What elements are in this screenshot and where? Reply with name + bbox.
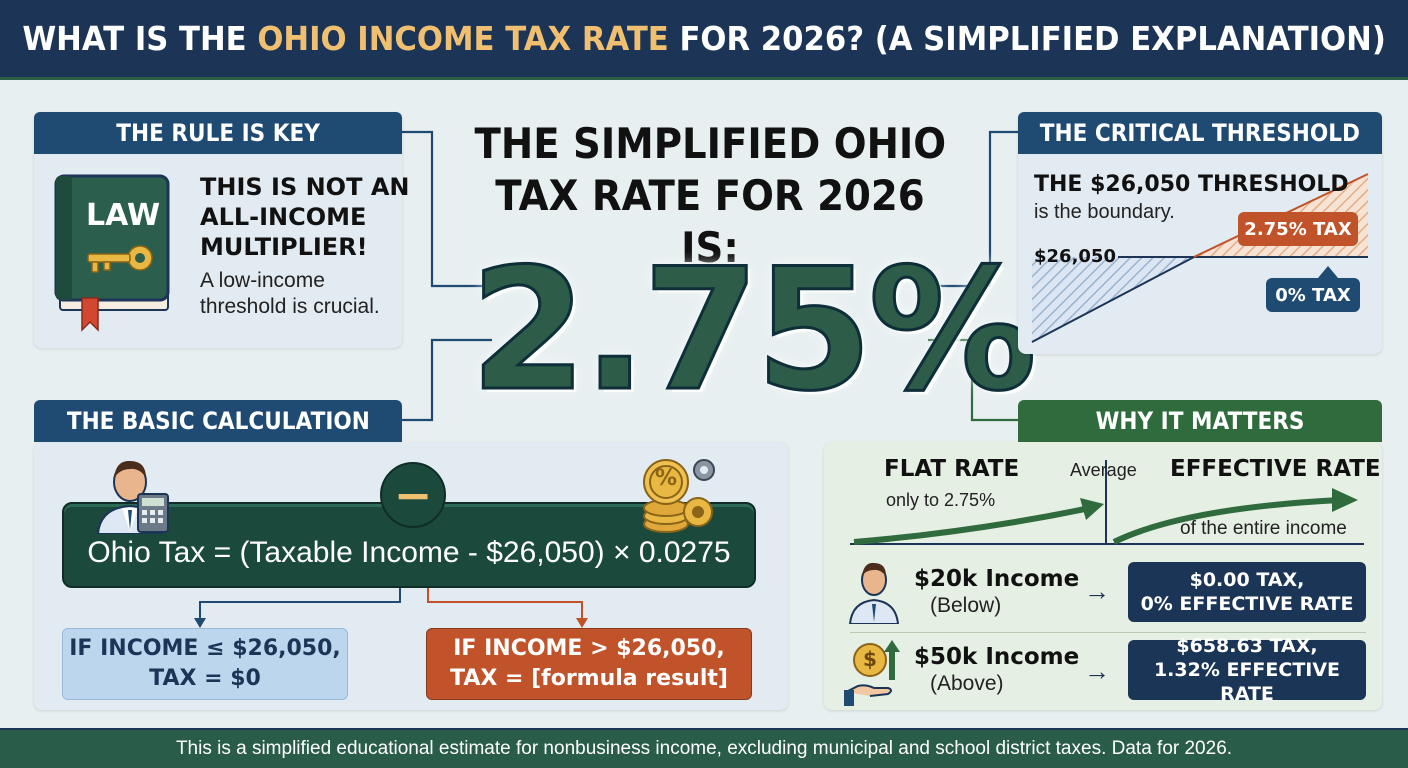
title-bar: WHAT IS THE OHIO INCOME TAX RATE FOR 202… bbox=[0, 0, 1408, 80]
case-below-box: IF INCOME ≤ $26,050, TAX = $0 bbox=[62, 628, 348, 700]
matters-tab: WHY IT MATTERS bbox=[1018, 400, 1382, 442]
rule-tab: THE RULE IS KEY bbox=[34, 112, 402, 154]
money-hand-icon bbox=[844, 640, 900, 706]
coins-gears-icon bbox=[643, 459, 715, 533]
average-label: Average bbox=[1070, 460, 1137, 480]
example2-arrow: → bbox=[1084, 656, 1110, 686]
law-book-icon bbox=[54, 174, 170, 332]
coin-percent-symbol: % bbox=[654, 466, 678, 491]
accountant-icon bbox=[96, 460, 169, 534]
calc-tab: THE BASIC CALCULATION bbox=[34, 400, 402, 442]
rate-comparison-graph bbox=[850, 460, 1364, 545]
rule-headline: THIS IS NOT AN ALL-INCOME MULTIPLIER! bbox=[200, 173, 410, 261]
threshold-tab: THE CRITICAL THRESHOLD bbox=[1018, 112, 1382, 154]
threshold-headline: THE $26,050 THRESHOLD bbox=[1034, 172, 1349, 197]
example2-title: $50k Income bbox=[914, 644, 1080, 670]
flat-rate-sub: only to 2.75% bbox=[886, 490, 996, 510]
flat-rate-title: FLAT RATE bbox=[884, 456, 1020, 482]
example2-sub: (Above) bbox=[930, 672, 1004, 695]
above-threshold-badge: 2.75% TAX bbox=[1238, 212, 1358, 246]
example2-result: $658.63 TAX, 1.32% EFFECTIVE RATE bbox=[1128, 635, 1366, 705]
title-part2: FOR 2026? (A SIMPLIFIED EXPLANATION) bbox=[668, 19, 1386, 58]
footer-bar: This is a simplified educational estimat… bbox=[0, 728, 1408, 768]
example1-arrow: → bbox=[1084, 576, 1110, 606]
center-heading: THE SIMPLIFIED OHIO TAX RATE FOR 2026 IS… bbox=[474, 119, 946, 272]
dollar-symbol: $ bbox=[863, 647, 877, 671]
title-part1: WHAT IS THE bbox=[22, 19, 258, 58]
example1-title: $20k Income bbox=[914, 566, 1080, 592]
effective-rate-title: EFFECTIVE RATE bbox=[1170, 456, 1381, 482]
example1-result: $0.00 TAX, 0% EFFECTIVE RATE bbox=[1128, 562, 1366, 622]
formula-text: Ohio Tax = (Taxable Income - $26,050) × … bbox=[87, 536, 731, 569]
person-icon bbox=[848, 562, 900, 624]
page-title: WHAT IS THE OHIO INCOME TAX RATE FOR 202… bbox=[22, 19, 1386, 58]
threshold-axis-label: $26,050 bbox=[1034, 246, 1116, 267]
title-highlight: OHIO INCOME TAX RATE bbox=[257, 19, 669, 58]
minus-icon: − bbox=[380, 462, 446, 528]
footer-text: This is a simplified educational estimat… bbox=[175, 738, 1233, 759]
case-above-box: IF INCOME > $26,050, TAX = [formula resu… bbox=[426, 628, 752, 700]
effective-rate-sub: of the entire income bbox=[1180, 518, 1347, 539]
big-rate-value: 2.75% bbox=[469, 231, 1039, 430]
book-label: LAW bbox=[86, 198, 161, 233]
threshold-subline: is the boundary. bbox=[1034, 201, 1175, 223]
row-divider bbox=[850, 632, 1366, 633]
example1-sub: (Below) bbox=[930, 594, 1002, 617]
branch-arrows bbox=[194, 588, 588, 628]
below-threshold-badge: 0% TAX bbox=[1266, 278, 1360, 312]
rule-body: A low-income threshold is crucial. bbox=[200, 269, 380, 318]
